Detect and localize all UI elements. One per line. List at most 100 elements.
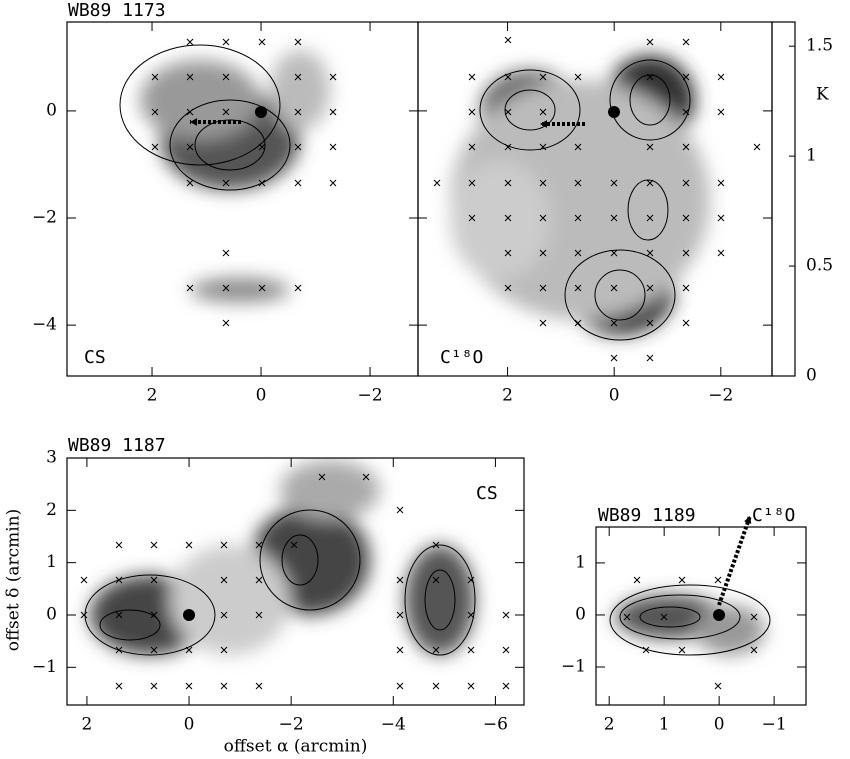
cross	[502, 682, 510, 690]
cross	[255, 576, 263, 584]
cross	[220, 611, 228, 619]
contour	[639, 606, 701, 628]
contour	[619, 594, 741, 640]
x-tick-label: −6	[483, 715, 508, 735]
cross	[468, 73, 476, 81]
cross	[115, 682, 123, 690]
source-position	[713, 609, 725, 621]
shade	[695, 605, 765, 655]
cross	[539, 249, 547, 257]
cross	[610, 284, 618, 292]
contour	[169, 99, 291, 191]
y-tick-label: 0	[46, 604, 57, 624]
colorbar-tick-label: 1	[806, 146, 817, 166]
cross	[504, 36, 512, 44]
map-image	[609, 576, 771, 690]
cross	[678, 646, 686, 654]
x-tick-label: 2	[147, 386, 158, 406]
cross	[185, 682, 193, 690]
x-tick-label: 2	[81, 715, 92, 735]
cross	[750, 646, 758, 654]
contour	[594, 269, 646, 321]
contour	[259, 509, 361, 611]
cross	[150, 682, 158, 690]
cross	[574, 249, 582, 257]
cross	[80, 576, 88, 584]
cross	[717, 73, 725, 81]
cross	[468, 143, 476, 151]
y-tick-label: −1	[561, 657, 586, 677]
cross	[646, 73, 654, 81]
frame	[66, 457, 525, 706]
shading	[90, 460, 475, 655]
cross	[222, 249, 230, 257]
cross	[682, 143, 690, 151]
x-axis-label: offset α (arcmin)	[224, 737, 368, 757]
cross	[682, 73, 690, 81]
cross	[115, 611, 123, 619]
cross	[329, 179, 337, 187]
cross	[115, 576, 123, 584]
cross	[714, 682, 722, 690]
contour	[404, 544, 476, 656]
cross	[610, 179, 618, 187]
cross	[633, 576, 641, 584]
cross	[504, 108, 512, 116]
cross	[432, 541, 440, 549]
y-tick-label: −2	[32, 208, 57, 228]
contour	[609, 584, 771, 656]
cross	[539, 73, 547, 81]
x-tick-label: −2	[358, 386, 383, 406]
x-tick-label: 2	[502, 386, 513, 406]
cross	[717, 249, 725, 257]
cross	[150, 611, 158, 619]
cross	[539, 108, 547, 116]
cross	[574, 214, 582, 222]
cross	[186, 73, 194, 81]
cross	[255, 682, 263, 690]
cross	[682, 214, 690, 222]
shade	[450, 160, 550, 280]
x-tick-label: 2	[604, 715, 615, 735]
cross	[396, 646, 404, 654]
cross	[294, 143, 302, 151]
shade	[190, 278, 290, 302]
cross	[220, 576, 228, 584]
cross	[222, 73, 230, 81]
cross	[432, 682, 440, 690]
outflow-arrow	[717, 515, 752, 606]
cross	[539, 214, 547, 222]
cross	[294, 38, 302, 46]
panel-title: WB89 1187	[68, 435, 166, 456]
source-position	[255, 106, 267, 118]
shade	[170, 545, 290, 655]
cross	[150, 646, 158, 654]
cross	[682, 38, 690, 46]
cross	[539, 319, 547, 327]
cross	[151, 108, 159, 116]
cross	[610, 354, 618, 362]
cross	[574, 319, 582, 327]
colorbar-label: K	[816, 85, 829, 105]
x-tick-label: −2	[708, 386, 733, 406]
cross	[574, 73, 582, 81]
y-tick-label: −1	[32, 657, 57, 677]
cross	[682, 179, 690, 187]
map-image	[80, 460, 510, 690]
cross	[660, 613, 668, 621]
cross	[329, 73, 337, 81]
panel-label: C¹⁸O	[752, 505, 795, 526]
y-tick-label: 0	[46, 100, 57, 120]
cross	[574, 179, 582, 187]
frame	[595, 526, 807, 706]
y-tick-label: 3	[46, 448, 57, 468]
cross	[222, 179, 230, 187]
contour	[609, 59, 691, 141]
cross	[646, 38, 654, 46]
cross	[258, 179, 266, 187]
cross	[222, 38, 230, 46]
cross	[329, 143, 337, 151]
cross	[468, 179, 476, 187]
cross	[258, 284, 266, 292]
